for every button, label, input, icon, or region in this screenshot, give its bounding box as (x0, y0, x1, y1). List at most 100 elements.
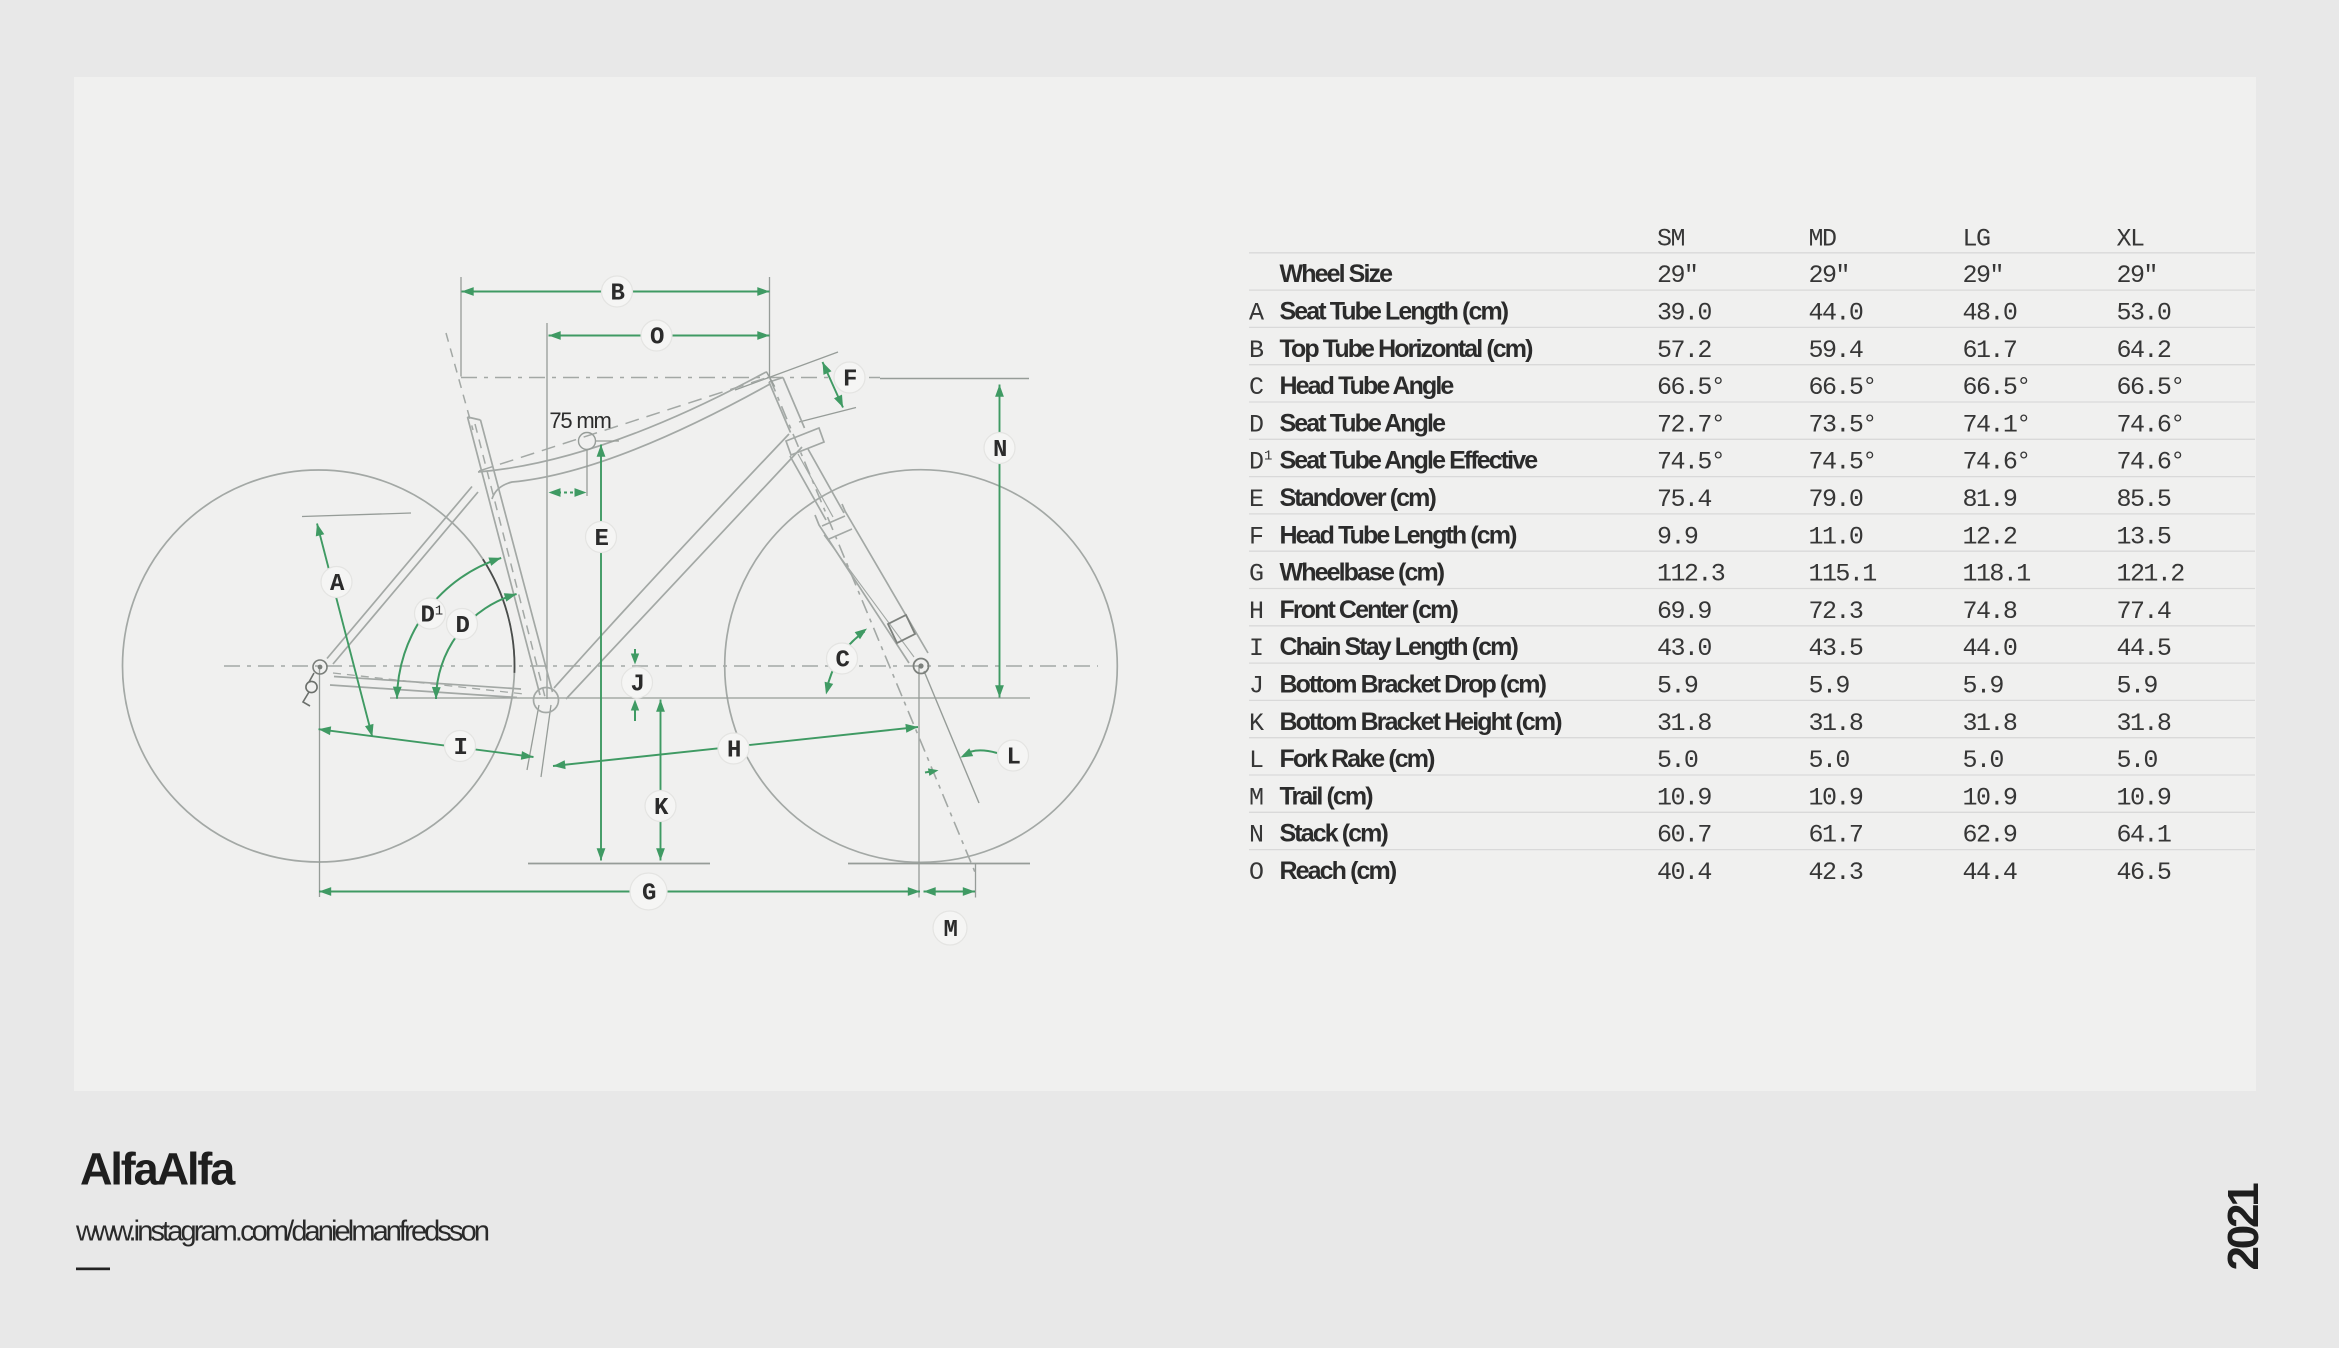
svg-text:B: B (611, 281, 625, 308)
svg-text:44.0: 44.0 (1809, 299, 1863, 328)
svg-text:79.0: 79.0 (1809, 485, 1863, 514)
svg-text:F: F (843, 367, 856, 394)
svg-text:66.5°: 66.5° (1809, 373, 1876, 402)
svg-text:40.4: 40.4 (1657, 858, 1711, 887)
svg-text:59.4: 59.4 (1809, 336, 1863, 365)
svg-text:62.9: 62.9 (1963, 821, 2017, 850)
svg-text:74.5°: 74.5° (1809, 448, 1876, 477)
svg-text:12.2: 12.2 (1963, 522, 2017, 551)
svg-text:74.6°: 74.6° (2117, 448, 2184, 477)
svg-text:XL: XL (2117, 225, 2144, 254)
svg-text:G: G (1249, 560, 1263, 589)
svg-text:Seat Tube Length (cm): Seat Tube Length (cm) (1280, 298, 1509, 326)
svg-text:G: G (642, 881, 656, 908)
svg-text:Head Tube Length (cm): Head Tube Length (cm) (1280, 521, 1518, 549)
svg-text:31.8: 31.8 (2117, 709, 2171, 738)
svg-text:Reach (cm): Reach (cm) (1280, 857, 1397, 885)
svg-text:9.9: 9.9 (1657, 522, 1698, 551)
svg-text:74.6°: 74.6° (2117, 410, 2184, 439)
svg-text:Head Tube Angle: Head Tube Angle (1280, 372, 1455, 400)
svg-text:64.2: 64.2 (2117, 336, 2171, 365)
svg-text:Wheel Size: Wheel Size (1280, 260, 1394, 288)
svg-text:E: E (595, 526, 609, 553)
svg-text:10.9: 10.9 (2117, 783, 2171, 812)
svg-text:N: N (1249, 821, 1263, 850)
svg-text:H: H (1249, 597, 1263, 626)
svg-text:44.0: 44.0 (1963, 634, 2017, 663)
svg-text:5.0: 5.0 (1963, 746, 2004, 775)
svg-text:C: C (836, 648, 850, 675)
svg-text:75 mm: 75 mm (549, 408, 610, 433)
svg-text:44.5: 44.5 (2117, 634, 2171, 663)
svg-text:42.3: 42.3 (1809, 858, 1863, 887)
svg-text:Seat Tube Angle: Seat Tube Angle (1280, 409, 1447, 437)
svg-text:46.5: 46.5 (2117, 858, 2171, 887)
svg-text:66.5°: 66.5° (2117, 373, 2184, 402)
svg-text:AlfaAlfa: AlfaAlfa (80, 1144, 236, 1195)
svg-text:75.4: 75.4 (1657, 485, 1711, 514)
svg-text:72.7°: 72.7° (1657, 410, 1724, 439)
svg-text:www.instagram.com/danielmanfre: www.instagram.com/danielmanfredsson (75, 1215, 489, 1247)
svg-text:1: 1 (1264, 449, 1272, 465)
svg-text:D: D (421, 603, 435, 630)
svg-text:E: E (1249, 485, 1263, 514)
svg-text:85.5: 85.5 (2117, 485, 2171, 514)
svg-text:C: C (1249, 373, 1263, 402)
svg-text:29": 29" (1963, 261, 2003, 290)
svg-text:10.9: 10.9 (1963, 783, 2017, 812)
svg-text:I: I (454, 735, 467, 762)
svg-text:M: M (944, 917, 958, 944)
svg-text:M: M (1249, 783, 1263, 812)
svg-text:5.0: 5.0 (1809, 746, 1850, 775)
svg-text:Stack (cm): Stack (cm) (1280, 820, 1389, 848)
svg-text:61.7: 61.7 (1963, 336, 2017, 365)
svg-text:A: A (330, 571, 345, 598)
svg-text:D: D (1249, 410, 1263, 439)
svg-text:Fork Rake (cm): Fork Rake (cm) (1280, 745, 1436, 773)
svg-text:D: D (456, 613, 470, 640)
svg-text:Front Center (cm): Front Center (cm) (1280, 596, 1459, 624)
svg-text:MD: MD (1809, 225, 1836, 254)
svg-text:74.8: 74.8 (1963, 597, 2017, 626)
svg-text:L: L (1249, 746, 1263, 775)
svg-text:5.9: 5.9 (1657, 672, 1698, 701)
svg-text:5.0: 5.0 (1657, 746, 1698, 775)
svg-text:74.1°: 74.1° (1963, 410, 2030, 439)
svg-text:Bottom Bracket Height (cm): Bottom Bracket Height (cm) (1280, 708, 1563, 736)
svg-text:I: I (1249, 634, 1262, 663)
svg-text:29": 29" (1809, 261, 1849, 290)
svg-text:LG: LG (1963, 225, 1990, 254)
svg-text:O: O (650, 325, 664, 352)
svg-text:73.5°: 73.5° (1809, 410, 1876, 439)
svg-text:Wheelbase (cm): Wheelbase (cm) (1280, 559, 1445, 587)
svg-text:44.4: 44.4 (1963, 858, 2017, 887)
svg-text:31.8: 31.8 (1657, 709, 1711, 738)
svg-text:2021: 2021 (2219, 1183, 2268, 1271)
svg-text:L: L (1007, 745, 1021, 772)
svg-text:SM: SM (1657, 225, 1684, 254)
svg-text:Standover (cm): Standover (cm) (1280, 484, 1437, 512)
svg-text:115.1: 115.1 (1809, 560, 1877, 589)
svg-text:F: F (1249, 522, 1263, 551)
svg-text:K: K (654, 795, 669, 822)
svg-text:K: K (1249, 709, 1264, 738)
svg-text:72.3: 72.3 (1809, 597, 1863, 626)
svg-text:Seat Tube Angle Effective: Seat Tube Angle Effective (1280, 447, 1539, 475)
svg-text:112.3: 112.3 (1657, 560, 1725, 589)
svg-text:N: N (993, 437, 1006, 464)
svg-text:29": 29" (1657, 261, 1697, 290)
svg-text:66.5°: 66.5° (1963, 373, 2030, 402)
svg-text:10.9: 10.9 (1809, 783, 1863, 812)
svg-text:53.0: 53.0 (2117, 299, 2171, 328)
svg-text:74.6°: 74.6° (1963, 448, 2030, 477)
svg-text:64.1: 64.1 (2117, 821, 2171, 850)
svg-text:57.2: 57.2 (1657, 336, 1711, 365)
svg-text:81.9: 81.9 (1963, 485, 2017, 514)
svg-text:60.7: 60.7 (1657, 821, 1711, 850)
svg-text:5.0: 5.0 (2117, 746, 2158, 775)
svg-text:Top Tube Horizontal (cm): Top Tube Horizontal (cm) (1280, 335, 1534, 363)
svg-text:5.9: 5.9 (1809, 672, 1850, 701)
svg-text:121.2: 121.2 (2117, 560, 2185, 589)
svg-text:39.0: 39.0 (1657, 299, 1711, 328)
svg-text:B: B (1249, 336, 1264, 365)
